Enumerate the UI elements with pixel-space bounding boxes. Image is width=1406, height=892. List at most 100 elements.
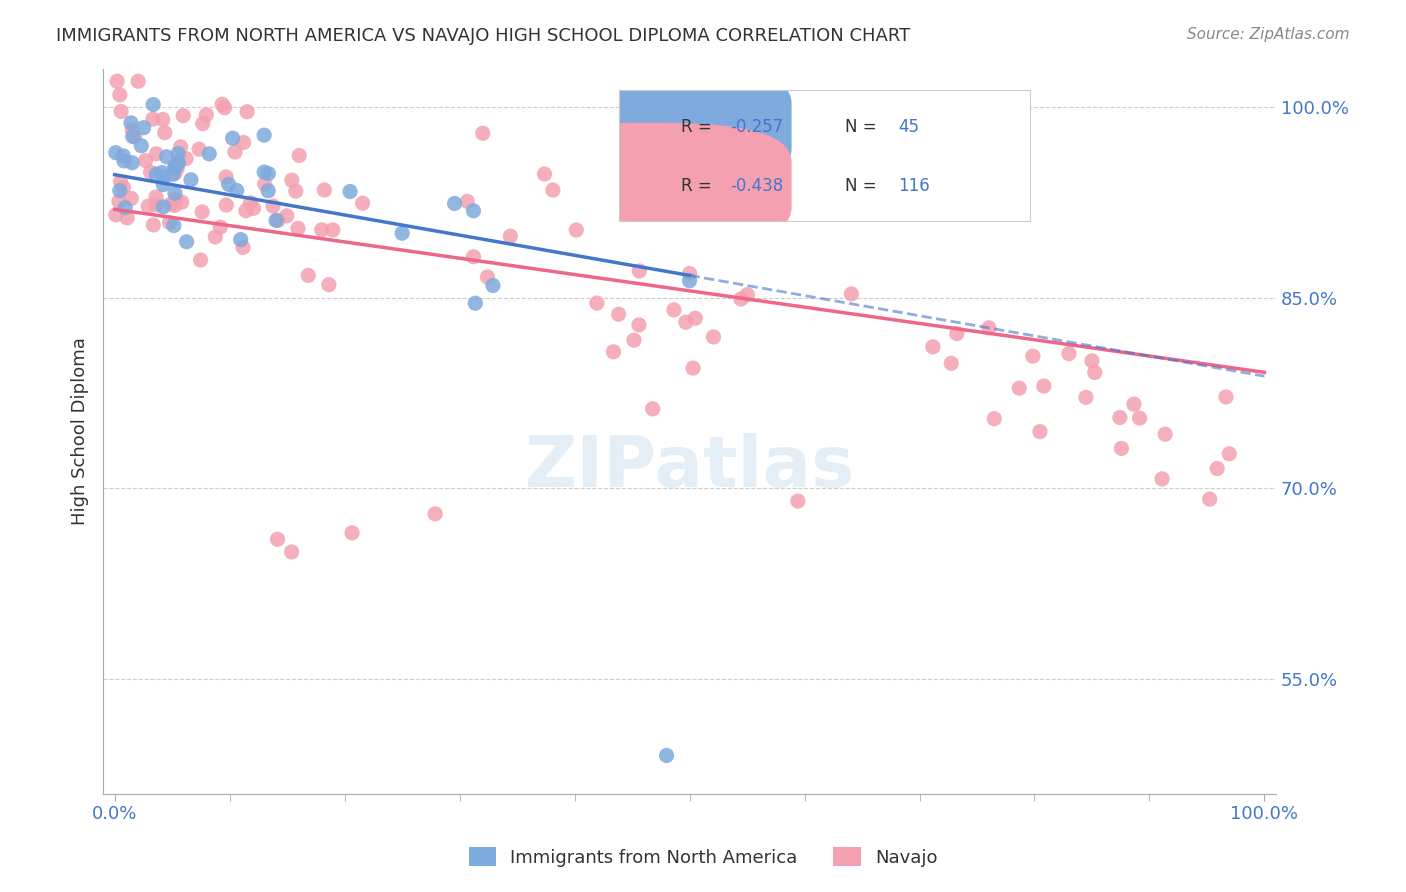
Navajo bbox=[142, 112, 165, 127]
Navajo bbox=[204, 230, 226, 244]
Navajo bbox=[190, 253, 212, 268]
Navajo bbox=[211, 97, 233, 112]
Immigrants from North America bbox=[163, 219, 186, 233]
Navajo bbox=[1128, 411, 1150, 425]
Navajo bbox=[276, 209, 298, 223]
Navajo bbox=[280, 545, 302, 559]
Navajo bbox=[134, 153, 156, 168]
Navajo bbox=[232, 136, 254, 150]
Navajo bbox=[735, 287, 758, 301]
Navajo bbox=[253, 177, 276, 191]
Navajo bbox=[1154, 427, 1177, 442]
Navajo bbox=[311, 223, 333, 237]
Navajo bbox=[104, 208, 127, 222]
Immigrants from North America bbox=[155, 150, 177, 164]
Navajo bbox=[499, 229, 522, 244]
Navajo bbox=[623, 333, 645, 347]
Immigrants from North America bbox=[167, 146, 190, 161]
Immigrants from North America bbox=[257, 167, 280, 181]
Immigrants from North America bbox=[152, 169, 174, 184]
Navajo bbox=[297, 268, 319, 283]
Immigrants from North America bbox=[104, 145, 127, 160]
Immigrants from North America bbox=[152, 200, 174, 214]
Navajo bbox=[262, 199, 284, 213]
Navajo bbox=[139, 165, 162, 179]
Navajo bbox=[977, 320, 1000, 334]
Navajo bbox=[152, 112, 174, 127]
Immigrants from North America bbox=[145, 167, 167, 181]
Navajo bbox=[627, 318, 650, 332]
Navajo bbox=[235, 203, 257, 218]
Navajo bbox=[172, 109, 194, 123]
Immigrants from North America bbox=[443, 196, 465, 211]
Navajo bbox=[675, 315, 697, 329]
Navajo bbox=[1057, 346, 1080, 360]
Immigrants from North America bbox=[180, 173, 202, 187]
Immigrants from North America bbox=[142, 97, 165, 112]
Navajo bbox=[678, 267, 700, 281]
Navajo bbox=[1206, 461, 1229, 475]
Navajo bbox=[232, 240, 254, 254]
Legend: Immigrants from North America, Navajo: Immigrants from North America, Navajo bbox=[461, 840, 945, 874]
Navajo bbox=[266, 533, 288, 547]
Immigrants from North America bbox=[162, 167, 184, 181]
Navajo bbox=[242, 201, 264, 215]
Immigrants from North America bbox=[655, 748, 678, 763]
Navajo bbox=[456, 194, 478, 209]
Text: ZIPatlas: ZIPatlas bbox=[524, 433, 855, 502]
Navajo bbox=[127, 74, 149, 88]
Navajo bbox=[922, 340, 945, 354]
Navajo bbox=[120, 191, 142, 205]
Navajo bbox=[115, 211, 138, 225]
Navajo bbox=[541, 183, 564, 197]
Immigrants from North America bbox=[264, 213, 287, 227]
Immigrants from North America bbox=[482, 278, 505, 293]
Immigrants from North America bbox=[114, 201, 136, 215]
Navajo bbox=[1150, 472, 1173, 486]
Navajo bbox=[628, 264, 651, 278]
Navajo bbox=[477, 270, 499, 285]
Navajo bbox=[1008, 381, 1031, 395]
Navajo bbox=[191, 117, 214, 131]
Navajo bbox=[110, 104, 132, 119]
Immigrants from North America bbox=[167, 155, 190, 169]
Immigrants from North America bbox=[163, 186, 186, 201]
Navajo bbox=[1022, 349, 1045, 363]
Navajo bbox=[108, 194, 131, 209]
Immigrants from North America bbox=[165, 161, 187, 175]
Immigrants from North America bbox=[132, 120, 155, 135]
Navajo bbox=[946, 326, 969, 341]
Immigrants from North America bbox=[257, 184, 280, 198]
Navajo bbox=[287, 221, 309, 235]
Navajo bbox=[215, 169, 238, 184]
Navajo bbox=[145, 146, 167, 161]
Navajo bbox=[463, 250, 485, 264]
Navajo bbox=[153, 126, 176, 140]
Navajo bbox=[1215, 390, 1237, 404]
Immigrants from North America bbox=[463, 203, 485, 218]
Immigrants from North America bbox=[391, 226, 413, 240]
Navajo bbox=[322, 223, 344, 237]
Navajo bbox=[169, 140, 191, 154]
Navajo bbox=[314, 183, 336, 197]
Immigrants from North America bbox=[253, 128, 276, 143]
Immigrants from North America bbox=[678, 274, 700, 288]
Navajo bbox=[281, 173, 304, 187]
Navajo bbox=[288, 148, 311, 162]
Navajo bbox=[1123, 397, 1146, 411]
Navajo bbox=[188, 142, 211, 156]
Immigrants from North America bbox=[121, 129, 143, 144]
Immigrants from North America bbox=[163, 159, 186, 173]
Navajo bbox=[108, 87, 131, 102]
Navajo bbox=[607, 307, 630, 321]
Immigrants from North America bbox=[167, 157, 190, 171]
Navajo bbox=[166, 161, 188, 176]
Navajo bbox=[239, 195, 262, 210]
Navajo bbox=[145, 190, 167, 204]
Navajo bbox=[340, 525, 363, 540]
Navajo bbox=[730, 292, 752, 306]
Immigrants from North America bbox=[150, 165, 173, 179]
Immigrants from North America bbox=[218, 178, 240, 192]
Navajo bbox=[159, 216, 181, 230]
Navajo bbox=[533, 167, 555, 181]
